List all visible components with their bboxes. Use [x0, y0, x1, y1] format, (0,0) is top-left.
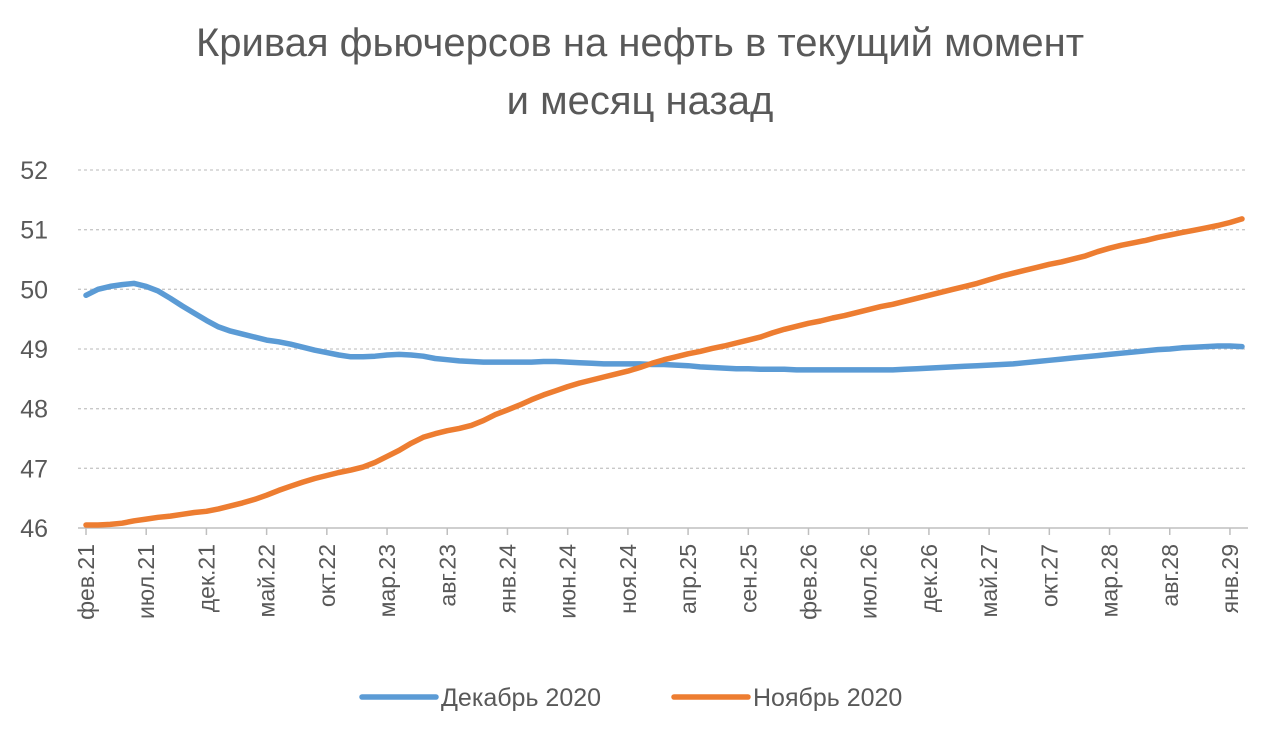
y-tick-label: 50 — [20, 276, 48, 304]
y-tick-label: 48 — [20, 396, 48, 424]
x-tick-label: янв.24 — [494, 544, 520, 614]
x-tick-label: окт.22 — [314, 544, 340, 607]
x-tick-label: ноя.24 — [615, 544, 641, 614]
chart-title-line-1: Кривая фьючерсов на нефть в текущий моме… — [195, 21, 1085, 65]
x-tick-label: фев.26 — [796, 544, 822, 620]
y-tick-label: 49 — [20, 336, 48, 364]
x-tick-label: май.27 — [976, 544, 1002, 617]
x-tick-label: апр.25 — [675, 544, 701, 614]
x-tick-label: июл.21 — [133, 544, 159, 619]
x-tick-label: дек.26 — [916, 544, 942, 612]
y-tick-label: 46 — [20, 515, 48, 543]
x-tick-label: май.22 — [254, 544, 280, 617]
x-tick-label: июл.26 — [856, 544, 882, 619]
legend-label-1: Декабрь 2020 — [441, 684, 601, 712]
series-line-2 — [83, 216, 1245, 528]
x-tick-label: мар.28 — [1097, 544, 1123, 617]
x-tick-label: окт.27 — [1036, 544, 1062, 607]
x-tick-label: сен.25 — [735, 544, 761, 613]
legend: Декабрь 2020 Ноябрь 2020 — [359, 684, 902, 712]
x-tick-label: дек.21 — [193, 544, 219, 612]
y-tick-label: 52 — [20, 157, 48, 185]
y-tick-label: 51 — [20, 217, 48, 245]
series-line-1 — [83, 280, 1245, 373]
x-tick-label: янв.29 — [1217, 544, 1243, 613]
x-axis: фев.21 июл.21 дек.21 май.22 окт.22 мар.23 авг.… — [73, 528, 1243, 620]
chart-title: Кривая фьючерсов на нефть в текущий моме… — [0, 14, 1280, 130]
x-tick-label: фев.21 — [73, 544, 99, 620]
x-tick-label: июн.24 — [555, 544, 581, 619]
series-lines — [83, 216, 1245, 528]
x-tick-label: авг.23 — [434, 544, 460, 607]
chart-title-line-2: и месяц назад — [506, 79, 774, 123]
grid — [78, 169, 1248, 529]
x-tick-label: авг.28 — [1157, 544, 1183, 607]
y-tick-label: 47 — [20, 455, 48, 483]
legend-label-2: Ноябрь 2020 — [753, 684, 902, 712]
y-axis-ticks: 46 47 48 49 50 51 52 — [20, 157, 48, 543]
x-tick-label: мар.23 — [374, 544, 400, 617]
